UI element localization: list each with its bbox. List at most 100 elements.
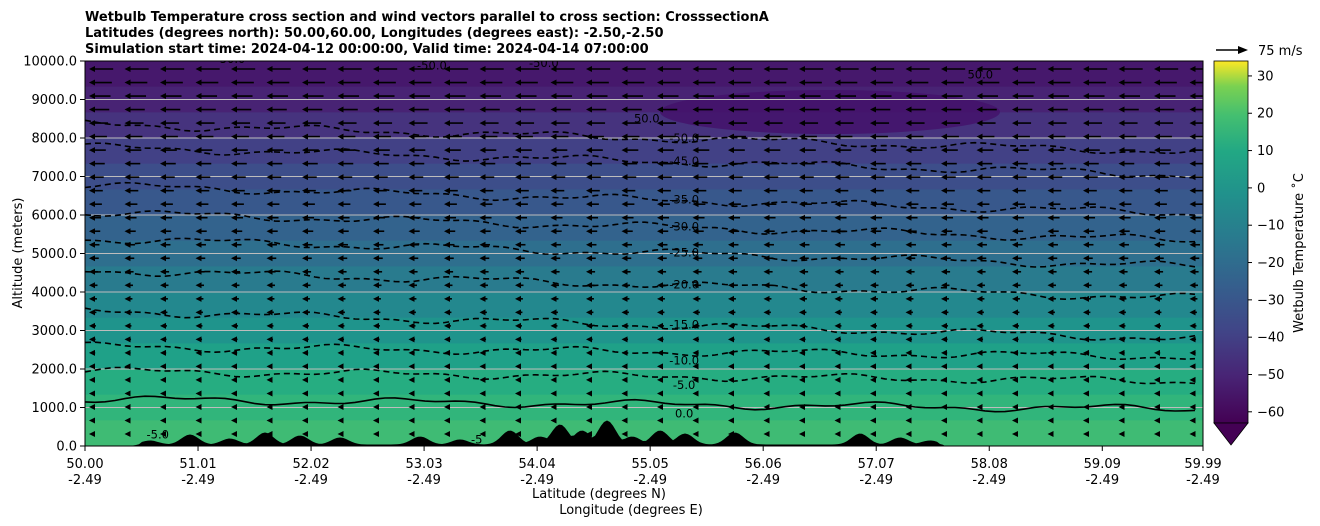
wind-vector-head <box>586 93 592 100</box>
wind-vector-head <box>834 228 841 235</box>
wind-vector-head <box>763 282 770 289</box>
wind-vector-head <box>1189 403 1196 410</box>
wind-vector-head <box>1047 268 1054 275</box>
wind-vector-head <box>621 228 628 235</box>
wind-vector-head <box>1118 66 1125 72</box>
wind-vector-head <box>728 66 734 72</box>
wind-vector-head <box>870 268 876 275</box>
wind-vector-head <box>586 376 592 383</box>
wind-vector-head <box>373 147 379 154</box>
wind-vector-head <box>302 214 308 221</box>
wind-vector-head <box>692 349 699 356</box>
wind-vector-head <box>621 174 628 181</box>
wind-vector-head <box>905 417 912 424</box>
temperature-fill-bands <box>85 61 1203 446</box>
wind-vector-head <box>941 268 947 275</box>
wind-vector-head <box>657 363 663 370</box>
wind-vector-head <box>550 187 557 194</box>
wind-vector-head <box>657 147 663 154</box>
wind-vector-head <box>373 79 379 86</box>
wind-vector-head <box>515 120 521 127</box>
wind-vector-head <box>302 241 308 248</box>
wind-vector-head <box>1118 363 1125 370</box>
wind-vector-head <box>302 79 308 86</box>
wind-vector-head <box>124 336 131 343</box>
wind-vector-head <box>337 376 344 383</box>
wind-vector-head <box>89 363 95 370</box>
wind-vector-head <box>231 295 237 302</box>
x-tick-label: 59.99 <box>1184 457 1221 472</box>
wind-vector-head <box>231 282 237 289</box>
wind-vector-head <box>515 336 521 343</box>
wind-vector-head <box>870 363 876 370</box>
wind-vector-head <box>444 431 450 437</box>
wind-vector-head <box>1083 255 1089 262</box>
wind-vector-head <box>692 120 699 127</box>
wind-vector-head <box>89 201 95 208</box>
wind-vector-head <box>231 147 237 154</box>
wind-vector-head <box>373 228 379 235</box>
wind-vector-head <box>763 214 770 221</box>
wind-vector-head <box>728 120 734 127</box>
wind-vector-head <box>799 431 805 437</box>
colorbar-tick-label: −20 <box>1257 256 1284 271</box>
wind-vector-head <box>728 187 734 194</box>
wind-vector-head <box>1189 201 1196 208</box>
wind-vector-head <box>231 309 237 316</box>
wind-vector-head <box>621 79 628 86</box>
wind-vector-head <box>870 228 876 235</box>
contour-label: -50.0 <box>529 56 559 70</box>
colorbar-label: Wetbulb Temperature ˚C <box>1291 173 1307 333</box>
wind-vector-head <box>302 349 308 356</box>
wind-vector-head <box>550 336 557 343</box>
wind-vector-head <box>89 336 95 343</box>
contour-label: -45.0 <box>669 154 699 168</box>
wind-vector-head <box>799 66 805 72</box>
wind-vector-head <box>195 147 202 154</box>
y-tick-label: 2000.0 <box>32 363 78 378</box>
wind-vector-head <box>160 268 166 275</box>
wind-vector-head <box>905 79 912 86</box>
wind-vector-head <box>408 268 415 275</box>
wind-vector-head <box>266 376 273 383</box>
wind-vector-head <box>905 322 912 329</box>
wind-vector-head <box>89 295 95 302</box>
wind-vector-head <box>1189 214 1196 221</box>
wind-vector-head <box>515 349 521 356</box>
wind-vector-head <box>1083 363 1089 370</box>
wind-vector-head <box>657 255 663 262</box>
wind-vector-head <box>1118 201 1125 208</box>
wind-vector-head <box>799 322 805 329</box>
wind-vector-head <box>160 120 166 127</box>
wind-vector-head <box>657 376 663 383</box>
wind-vector-head <box>657 120 663 127</box>
wind-vector-head <box>1118 187 1125 194</box>
wind-vector-head <box>408 309 415 316</box>
wind-vector-head <box>657 160 663 167</box>
wind-vector-head <box>692 66 699 72</box>
wind-vector-head <box>266 201 273 208</box>
wind-vector-head <box>1189 147 1196 154</box>
wind-vector-head <box>160 255 166 262</box>
wind-vector-head <box>941 147 947 154</box>
wind-vector-head <box>408 431 415 437</box>
contour-label: 50.0 <box>634 112 660 126</box>
wind-vector-head <box>373 417 379 424</box>
wind-vector-head <box>1083 228 1089 235</box>
wind-vector-head <box>231 174 237 181</box>
wind-vector-head <box>444 322 450 329</box>
wind-vector-head <box>692 403 699 410</box>
wind-vector-head <box>550 174 557 181</box>
wind-vector-head <box>1047 174 1054 181</box>
wind-vector-head <box>195 417 202 424</box>
wind-vector-head <box>266 390 273 397</box>
wind-vector-head <box>692 241 699 248</box>
wind-vector-head <box>1118 376 1125 383</box>
wind-vector-head <box>870 336 876 343</box>
wind-vector-head <box>1047 120 1054 127</box>
wind-vector-head <box>1154 431 1160 437</box>
wind-vector-head <box>834 282 841 289</box>
colorbar-gradient <box>1213 60 1249 424</box>
wind-vector-head <box>834 376 841 383</box>
wind-vector-head <box>1047 160 1054 167</box>
